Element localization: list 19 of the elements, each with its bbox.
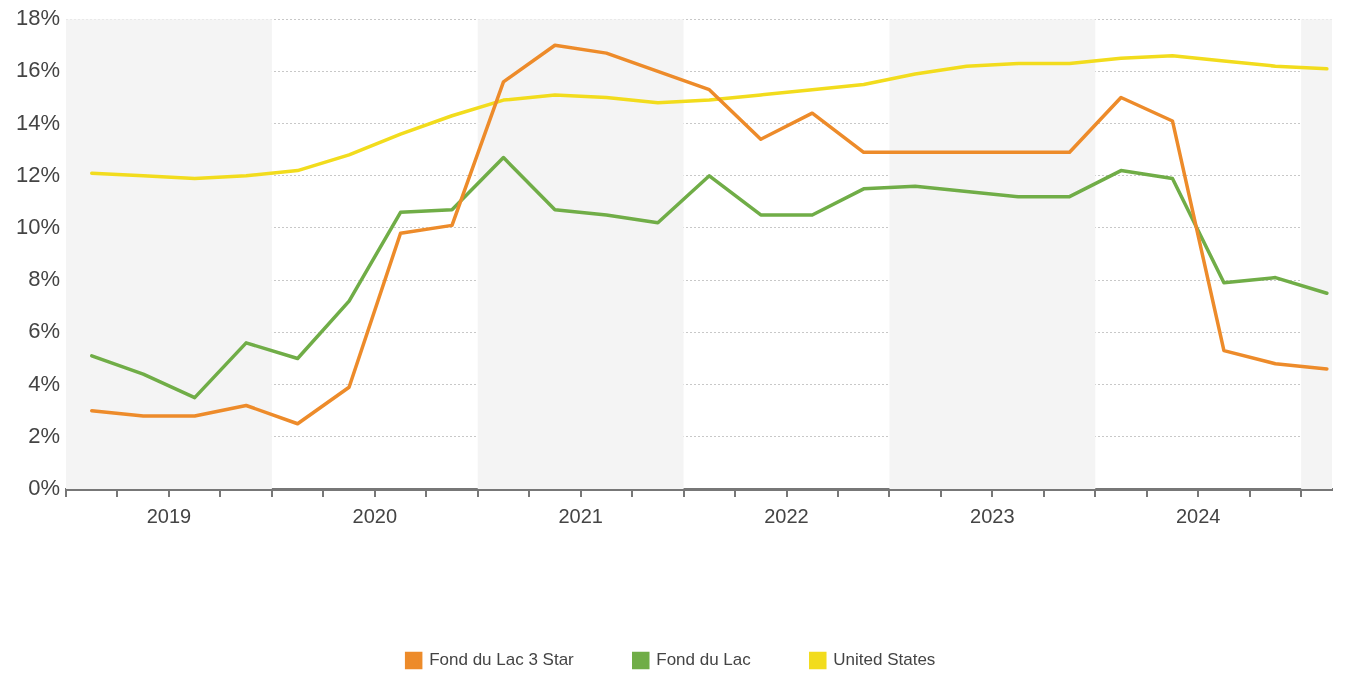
legend-label: United States [833, 650, 936, 670]
y-tick-label: 18% [15, 5, 61, 31]
y-tick-label: 14% [15, 109, 61, 135]
x-tick-label: 2023 [970, 504, 1015, 527]
legend-label: Fond du Lac 3 Star [429, 650, 575, 670]
x-tick-label: 2020 [352, 504, 398, 527]
y-tick-label: 2% [28, 422, 61, 448]
y-tick-label: 6% [28, 318, 61, 344]
x-tick-label: 2019 [146, 504, 192, 527]
y-tick-label: 10% [15, 214, 61, 240]
y-tick-label: 0% [28, 475, 61, 501]
x-tick-label: 2024 [1175, 504, 1221, 527]
x-tick-label: 2022 [764, 504, 809, 527]
y-tick-label: 8% [28, 266, 61, 292]
y-tick-label: 4% [28, 370, 61, 396]
legend-label: Fond du Lac [656, 650, 752, 670]
y-tick-label: 12% [15, 161, 61, 187]
y-tick-label: 16% [15, 57, 61, 83]
x-tick-label: 2021 [558, 504, 603, 527]
